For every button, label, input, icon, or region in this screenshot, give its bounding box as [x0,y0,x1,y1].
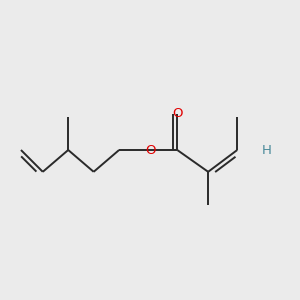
Text: O: O [145,143,155,157]
Text: O: O [172,107,182,120]
Text: H: H [261,143,271,157]
